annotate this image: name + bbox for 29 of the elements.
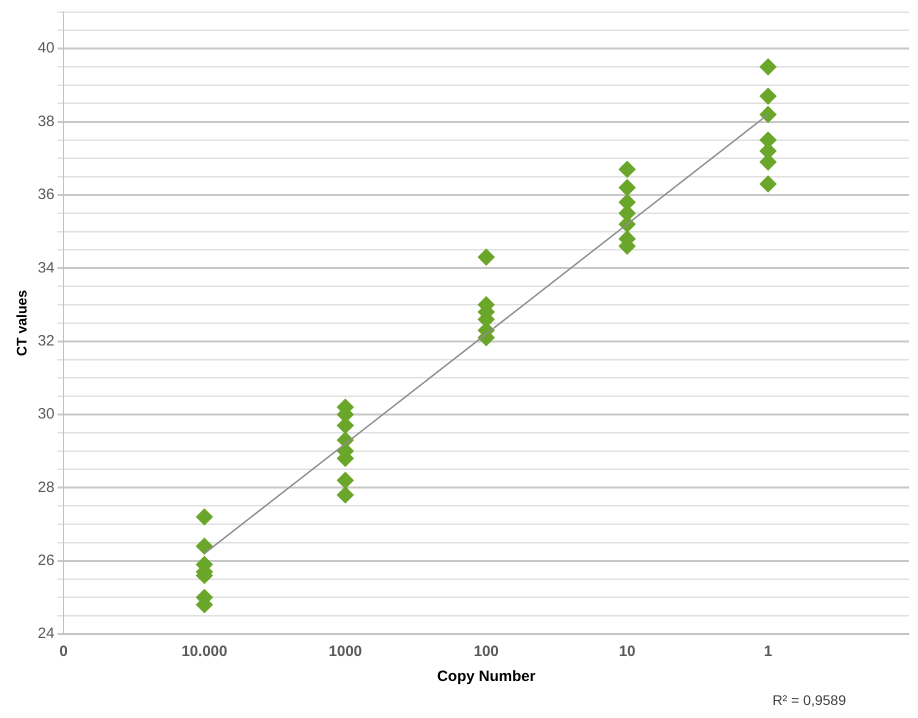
x-axis-title: Copy Number (437, 668, 536, 686)
y-tick-label: 40 (38, 40, 54, 57)
point (336, 486, 354, 504)
point (760, 175, 777, 192)
x-tick-label: 1000 (328, 643, 362, 660)
x-tick-label: 0 (59, 643, 68, 660)
point (478, 248, 495, 266)
y-tick-label: 30 (38, 406, 54, 423)
x-tick-label: 10.000 (181, 643, 228, 660)
x-tick-label: 10 (618, 643, 636, 660)
y-tick-label: 24 (38, 625, 54, 642)
y-tick-label: 36 (38, 186, 54, 204)
point (196, 538, 213, 555)
y-tick-label: 32 (38, 332, 54, 350)
point (618, 160, 636, 178)
text: R² = 0,9589 (772, 692, 846, 708)
y-tick-label: 26 (38, 552, 54, 569)
y-tick-label: 28 (38, 478, 54, 496)
point (618, 179, 636, 196)
y-tick-label: 34 (38, 259, 54, 276)
y-tick-label: 38 (38, 112, 54, 130)
point (196, 508, 213, 526)
point (760, 106, 777, 123)
point (336, 472, 354, 489)
point (760, 88, 777, 105)
point (760, 58, 777, 76)
x-tick-label: 100 (474, 643, 499, 660)
x-tick-label: 1 (764, 643, 772, 660)
y-axis-title: CT values (13, 290, 30, 356)
